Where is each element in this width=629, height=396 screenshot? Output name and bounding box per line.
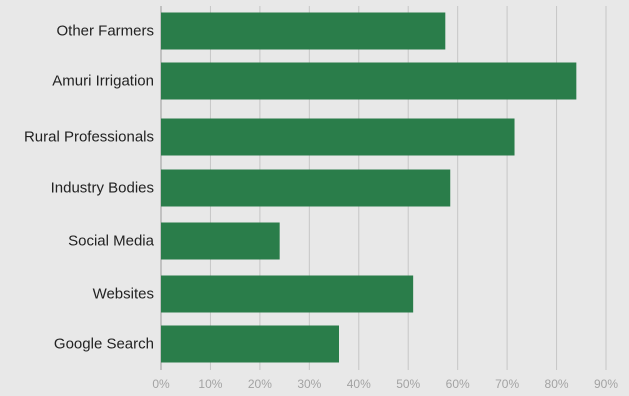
x-tick-label: 90% bbox=[594, 377, 618, 391]
x-tick-label: 80% bbox=[545, 377, 569, 391]
category-labels: Other Farmers Amuri Irrigation Rural Profe… bbox=[24, 23, 155, 353]
category-label-rural-professionals: Rural Professionals bbox=[24, 129, 154, 146]
bar-industry-bodies bbox=[161, 169, 451, 207]
x-tick-label: 40% bbox=[347, 377, 371, 391]
x-tick-label: 0% bbox=[152, 377, 170, 391]
x-tick-label: 70% bbox=[495, 377, 519, 391]
x-tick-label: 20% bbox=[248, 377, 272, 391]
category-label-industry-bodies: Industry Bodies bbox=[51, 180, 154, 197]
bar-social-media bbox=[161, 222, 280, 260]
category-label-amuri-irrigation: Amuri Irrigation bbox=[52, 73, 154, 90]
x-tick-label: 10% bbox=[198, 377, 222, 391]
category-label-social-media: Social Media bbox=[68, 233, 155, 250]
x-axis-tick-labels: 0% 10% 20% 30% 40% 50% 60% 70% 80% 90% bbox=[152, 377, 618, 391]
x-tick-label: 30% bbox=[297, 377, 321, 391]
category-label-websites: Websites bbox=[93, 286, 154, 303]
bars bbox=[161, 12, 577, 363]
bar-google-search bbox=[161, 325, 339, 363]
x-tick-label: 60% bbox=[446, 377, 470, 391]
category-label-other-farmers: Other Farmers bbox=[56, 23, 154, 40]
bar-other-farmers bbox=[161, 12, 446, 50]
x-tick-label: 50% bbox=[396, 377, 420, 391]
bar-rural-professionals bbox=[161, 118, 515, 156]
bar-websites bbox=[161, 275, 414, 313]
bar-amuri-irrigation bbox=[161, 62, 577, 100]
category-label-google-search: Google Search bbox=[54, 336, 154, 353]
